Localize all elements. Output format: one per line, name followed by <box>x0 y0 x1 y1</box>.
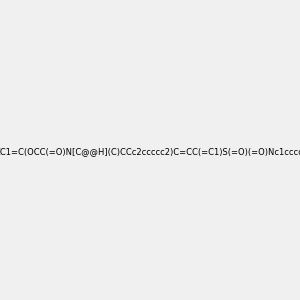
Text: CC1=C(OCC(=O)N[C@@H](C)CCc2ccccc2)C=CC(=C1)S(=O)(=O)Nc1ccccc1: CC1=C(OCC(=O)N[C@@H](C)CCc2ccccc2)C=CC(=… <box>0 147 300 156</box>
